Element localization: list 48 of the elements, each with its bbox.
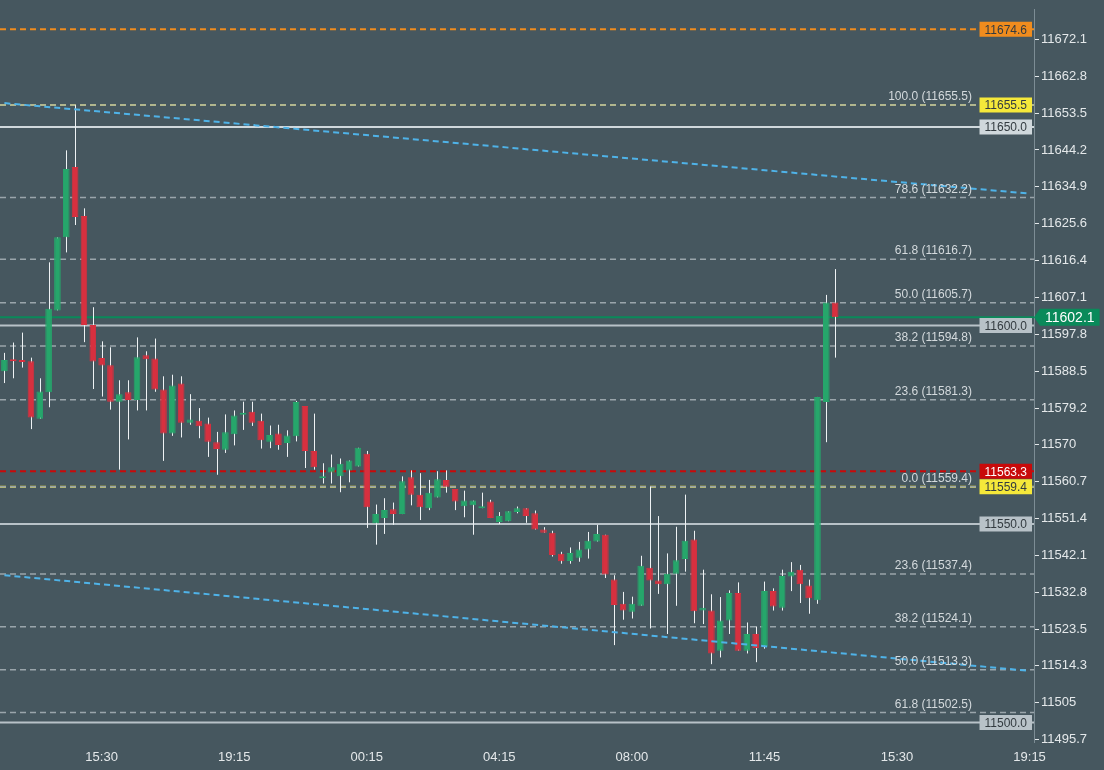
ref-line-label: 11559.4 (984, 480, 1028, 494)
ref-line-label: 11600.0 (984, 318, 1028, 333)
x-tick-label: 15:30 (85, 748, 118, 764)
annotation: 50.0 (11513.3) (894, 654, 972, 669)
annotation: 23.6 (11581.3) (894, 384, 972, 399)
x-tick-label: 15:30 (880, 748, 914, 764)
y-tick-label: 11551.4 (1041, 510, 1088, 526)
annotation: 50.0 (11605.7) (894, 287, 972, 302)
ref-line-label: 11500.0 (984, 715, 1028, 730)
annotation: 38.2 (11524.1) (894, 611, 972, 626)
y-tick-label: 11644.2 (1041, 141, 1088, 157)
ref-line-label: 11650.0 (984, 120, 1028, 135)
x-tick-label: 04:15 (483, 748, 516, 764)
y-tick-label: 11607.1 (1041, 288, 1088, 304)
annotation: 100.0 (11655.5) (888, 89, 972, 104)
annotation: 61.8 (11502.5) (894, 696, 972, 711)
y-tick-label: 11579.2 (1041, 399, 1088, 415)
y-tick-label: 11532.8 (1041, 583, 1088, 599)
y-tick-label: 11672.1 (1041, 30, 1088, 46)
y-tick-label: 11625.6 (1041, 215, 1088, 231)
annotation: 78.6 (11632.2) (894, 181, 972, 196)
x-tick-label: 08:00 (615, 748, 649, 764)
y-tick-label: 11505 (1041, 694, 1077, 710)
x-tick-label: 19:15 (1013, 748, 1046, 764)
ref-line-label: 11563.3 (984, 464, 1028, 479)
ref-line-label: 11602.1 (1045, 308, 1095, 325)
x-tick-label: 00:15 (350, 748, 384, 764)
annotation: 23.6 (11537.4) (894, 558, 972, 573)
x-tick-label: 11:45 (748, 748, 781, 764)
y-tick-label: 11560.7 (1041, 473, 1088, 489)
x-tick-label: 19:15 (217, 748, 251, 764)
y-tick-label: 11597.8 (1041, 325, 1088, 341)
ref-line-label: 11550.0 (984, 517, 1028, 532)
y-tick-label: 11514.3 (1041, 657, 1088, 673)
y-tick-label: 11662.8 (1041, 67, 1088, 83)
y-tick-label: 11570 (1041, 436, 1077, 452)
annotation: 38.2 (11594.8) (894, 330, 972, 345)
y-tick-label: 11523.5 (1041, 620, 1088, 636)
y-tick-label: 11495.7 (1041, 731, 1088, 747)
ref-line-label: 11674.6 (984, 22, 1028, 37)
y-tick-label: 11634.9 (1041, 178, 1088, 194)
y-tick-label: 11588.5 (1041, 362, 1088, 378)
y-tick-label: 11616.4 (1041, 251, 1088, 267)
annotation: 61.8 (11616.7) (894, 243, 972, 258)
ref-line-label: 11655.5 (984, 98, 1028, 113)
annotation: 0.0 (11559.4) (901, 471, 972, 485)
y-tick-label: 11653.5 (1041, 104, 1088, 120)
y-tick-label: 11542.1 (1041, 546, 1088, 562)
